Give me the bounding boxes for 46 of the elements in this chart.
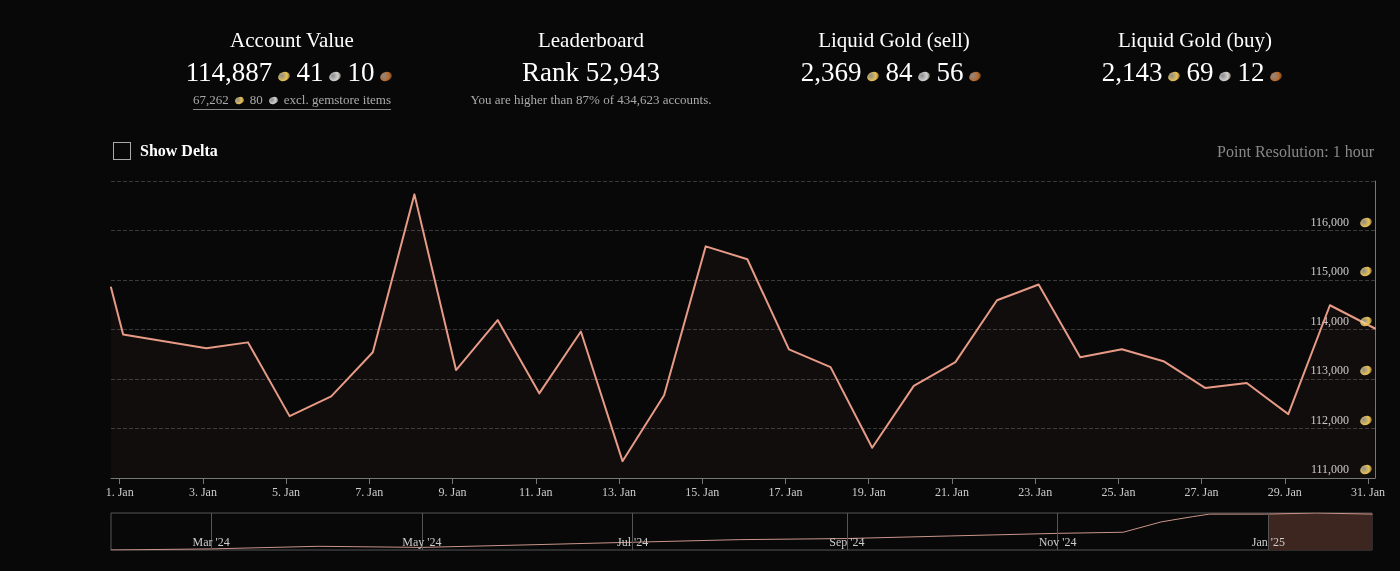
x-tick-label: 15. Jan [685,485,720,499]
text: 12 [1237,57,1265,87]
x-tick-label: May '24 [402,535,442,549]
x-tick-label: 13. Jan [602,485,637,499]
text: 84 [885,57,913,87]
x-tick-label: 3. Jan [188,485,217,499]
text: 80 [249,92,263,107]
text: 69 [1186,57,1214,87]
x-tick-label: 29. Jan [1267,485,1302,499]
text: 114,887 [185,57,273,87]
text: Account Value [229,27,355,54]
text: 10 [347,57,375,87]
x-tick-label: Mar '24 [192,535,230,549]
text: 67,262 [193,92,229,107]
x-tick-label: 27. Jan [1184,485,1219,499]
text: Leaderboard [536,27,646,54]
y-tick-label: 112,000 [1310,412,1349,427]
y-tick-label: 116,000 [1310,214,1349,229]
x-tick-label: 23. Jan [1018,485,1053,499]
text: Point Resolution: 1 hour [1217,143,1374,161]
text: Liquid Gold (buy) [1117,27,1273,54]
text: You are higher than 87% of 434,623 accounts. [470,92,712,107]
x-tick-label: 17. Jan [768,485,803,499]
text: 56 [936,57,964,87]
text: Show Delta [140,142,218,160]
x-tick-label: 25. Jan [1101,485,1136,499]
x-tick-label: 19. Jan [851,485,886,499]
y-tick-label: 115,000 [1310,264,1349,278]
x-tick-label: Jan '25 [1251,535,1285,549]
text: excl. gemstore items [283,92,391,107]
x-tick-label: 31. Jan [1351,485,1386,499]
x-tick-label: 21. Jan [934,485,969,499]
x-tick-label: 1. Jan [105,485,134,499]
x-tick-label: 5. Jan [272,485,301,499]
y-tick-label: 111,000 [1310,462,1349,476]
x-tick-label: Nov '24 [1038,535,1077,549]
y-tick-label: 113,000 [1310,363,1349,377]
text: 41 [296,57,324,87]
x-tick-label: 11. Jan [519,485,553,499]
x-tick-label: Sep '24 [829,535,865,549]
x-tick-label: 9. Jan [438,485,467,499]
text: Rank 52,943 [522,57,660,87]
text: 2,143 [1101,57,1163,87]
text: 2,369 [800,57,862,87]
x-tick-label: 7. Jan [355,485,384,499]
text: Liquid Gold (sell) [817,27,971,54]
